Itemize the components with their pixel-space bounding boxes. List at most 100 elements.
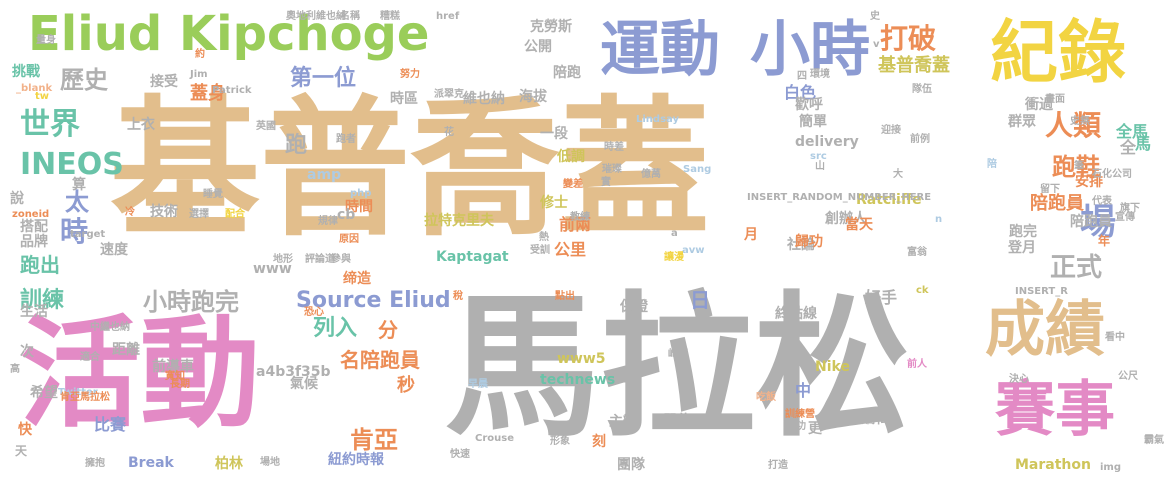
cloud-word: 陪跑 <box>553 65 581 81</box>
cloud-word: 品牌 <box>20 234 48 250</box>
cloud-word: 熱 <box>539 232 549 243</box>
cloud-word: 筆 <box>1074 161 1084 172</box>
cloud-word: 名陪跑員 <box>340 348 420 372</box>
cloud-word: 低調 <box>557 149 585 165</box>
cloud-word: 迎接 <box>881 125 901 136</box>
cloud-word: 成功 <box>786 421 806 432</box>
cloud-word: src <box>810 151 827 162</box>
cloud-word: 地形 <box>273 254 293 265</box>
cloud-word: 時區 <box>390 91 418 107</box>
cloud-word: img <box>1100 462 1122 473</box>
cloud-word: 希望 <box>30 385 58 401</box>
cloud-word: 前例 <box>910 134 930 145</box>
cloud-word: 糟糕 <box>380 11 400 22</box>
cloud-word: 約 <box>195 49 205 60</box>
cloud-word: 石化公司 <box>1092 169 1132 180</box>
cloud-word: href <box>436 11 460 22</box>
cloud-word: 畫面 <box>1045 94 1065 105</box>
cloud-word: INSERT_RANDOM_NUMBER_HERE <box>747 192 932 203</box>
cloud-word: 日 <box>690 288 710 312</box>
cloud-word: 算 <box>72 177 86 193</box>
cloud-word: 全馬 <box>1116 122 1149 141</box>
cloud-word: 全 <box>1120 138 1137 157</box>
cloud-word: 旗下 <box>1120 203 1140 214</box>
cloud-word: 跑者 <box>336 134 356 145</box>
cloud-word: 快 <box>18 422 32 438</box>
cloud-word: 技術 <box>150 204 178 220</box>
cloud-word: zoneid <box>12 209 50 220</box>
cloud-word: 億萬 <box>641 169 661 180</box>
cloud-word: 歡呼 <box>795 97 823 113</box>
cloud-word: 史 <box>870 11 880 22</box>
cloud-word: 安排 <box>1075 174 1103 190</box>
cloud-word: 主辦 <box>609 414 637 430</box>
cloud-word: Marathon <box>1015 457 1091 473</box>
cloud-word: 名稱 <box>340 11 360 22</box>
cloud-word: 成績 <box>985 295 1105 365</box>
cloud-word: 肯亞 <box>350 426 398 454</box>
cloud-word: 缔造 <box>343 271 371 287</box>
cloud-word: 場 <box>1080 202 1117 243</box>
cloud-word: 上衣 <box>127 117 155 133</box>
cloud-word: 分 <box>378 318 398 342</box>
cloud-word: 紀錄 <box>990 14 1127 93</box>
cloud-word: 年 <box>1098 234 1111 248</box>
cloud-word: Lindsay <box>636 114 679 125</box>
cloud-word: Twitter <box>58 387 98 398</box>
cloud-word: 早晨 <box>468 379 488 390</box>
cloud-word: 快速 <box>450 449 470 460</box>
cloud-word: 小時 <box>750 15 870 85</box>
cloud-word: a <box>671 228 678 239</box>
cloud-word: 世界 <box>20 107 80 142</box>
cloud-word: n <box>935 214 943 225</box>
cloud-word: 跑出 <box>20 253 60 277</box>
cloud-word: 形象 <box>550 436 570 447</box>
cloud-word: cb <box>337 207 356 223</box>
cloud-word: Nike <box>815 359 850 375</box>
cloud-word: amp <box>307 167 342 183</box>
cloud-word: 變差 <box>563 179 583 190</box>
cloud-word: 氣候 <box>290 376 318 392</box>
cloud-word: 基普喬蓋 <box>110 83 711 257</box>
cloud-word: www <box>253 261 292 277</box>
cloud-word: 睡覺 <box>203 189 223 200</box>
cloud-word: ck <box>916 285 929 296</box>
cloud-word: 正式 <box>1050 253 1103 283</box>
cloud-word: tw <box>35 91 50 102</box>
cloud-word: 長期 <box>170 379 190 390</box>
cloud-word: www5 <box>557 351 606 367</box>
cloud-word: 派翠克 <box>434 89 464 100</box>
cloud-word: 保證 <box>620 299 648 315</box>
cloud-word: 規律 <box>318 216 338 227</box>
cloud-word: 量身 <box>36 35 56 46</box>
cloud-word: 創辦人 <box>825 211 867 227</box>
cloud-word: 說 <box>10 191 24 207</box>
cloud-word: 列入 <box>313 316 358 341</box>
cloud-word: 單位 <box>663 413 691 429</box>
cloud-word: Eliud Kipchoge <box>28 6 430 62</box>
cloud-word: 前人 <box>907 359 927 370</box>
cloud-word: 公尺 <box>1118 371 1138 382</box>
cloud-word: 評論道 <box>305 254 335 265</box>
cloud-word: 修士 <box>540 195 568 211</box>
cloud-word: 距離 <box>112 342 140 358</box>
cloud-word: 第一位 <box>290 66 357 91</box>
cloud-word: 努力 <box>400 69 420 80</box>
cloud-word: 基普喬蓋 <box>878 55 950 76</box>
cloud-word: 參與 <box>331 254 351 265</box>
cloud-word: 富翁 <box>907 247 927 258</box>
cloud-word: 刻 <box>592 434 606 450</box>
cloud-word: 看中 <box>1105 332 1125 343</box>
cloud-word: 蓋身 <box>190 83 226 104</box>
cloud-word: Break <box>128 455 174 471</box>
cloud-word: a4b3f35b <box>256 364 331 380</box>
cloud-word: avw <box>682 245 705 256</box>
cloud-word: 選擇 <box>189 209 209 220</box>
cloud-word: Kaptagat <box>436 249 509 265</box>
cloud-word: 當天 <box>845 217 873 233</box>
cloud-word: 稅 <box>453 291 463 302</box>
cloud-word: 原因 <box>339 234 359 245</box>
cloud-word: 實 <box>601 177 611 188</box>
cloud-word: v <box>873 39 880 50</box>
cloud-word: 賽事 <box>995 375 1115 445</box>
